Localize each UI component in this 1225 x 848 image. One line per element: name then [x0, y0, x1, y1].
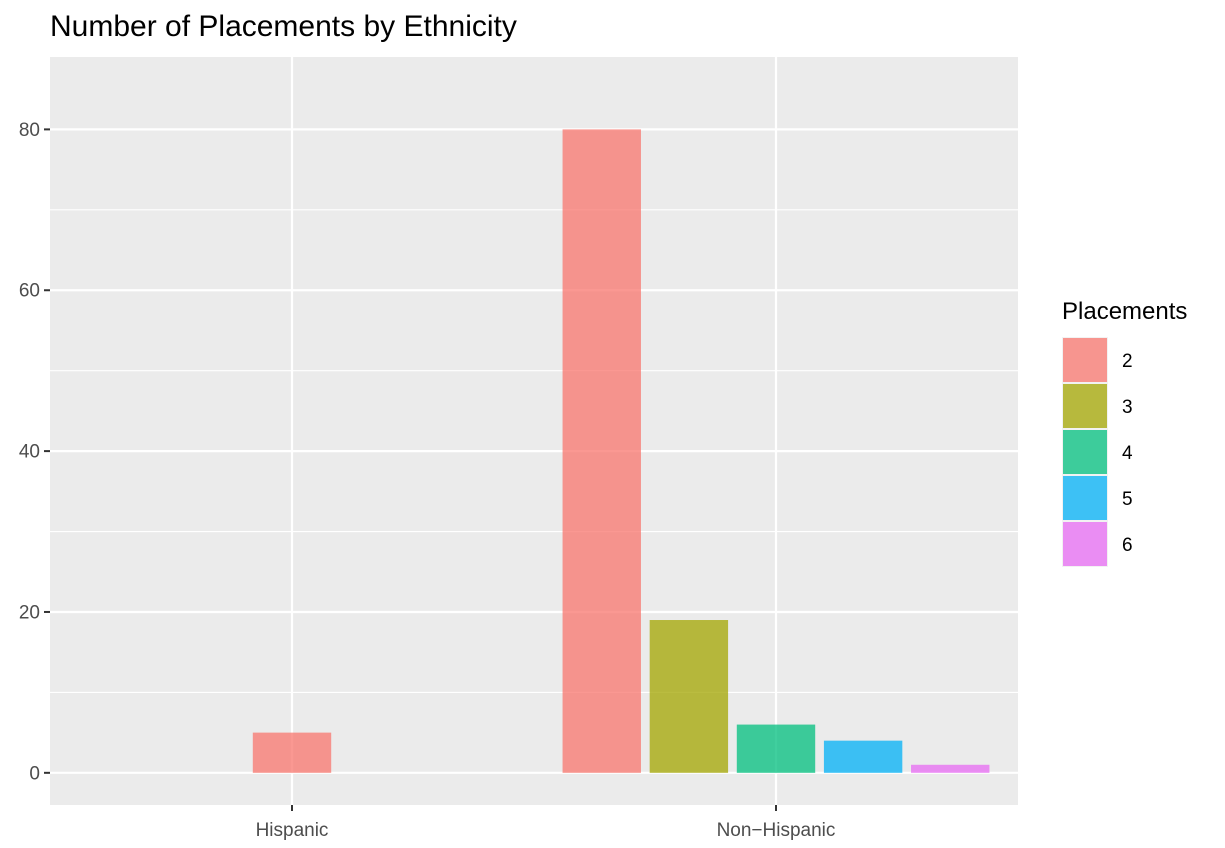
bars [252, 129, 990, 773]
x-tick-label: Hispanic [256, 820, 329, 841]
bar-6-non-hispanic [911, 764, 990, 773]
legend-label: 2 [1122, 351, 1133, 372]
x-tick-label: Non−Hispanic [717, 820, 836, 841]
y-axis: 0 20 40 60 80 [19, 120, 50, 784]
bar-2-hispanic [252, 732, 332, 773]
legend-swatch-5 [1063, 476, 1107, 520]
legend-label: 6 [1122, 535, 1133, 556]
bar-4-non-hispanic [736, 724, 816, 773]
legend-swatch-2 [1063, 338, 1107, 382]
bar-3-non-hispanic [649, 620, 729, 773]
legend-items: 2 3 4 5 6 [1062, 337, 1133, 567]
chart-title: Number of Placements by Ethnicity [50, 10, 517, 43]
minor-gridlines [50, 209, 1018, 693]
bar-2-non-hispanic [562, 129, 641, 773]
legend-label: 4 [1122, 443, 1133, 464]
legend-title: Placements [1062, 298, 1187, 325]
major-gridlines [50, 57, 1018, 805]
y-tick-label: 40 [19, 442, 40, 463]
plot-panel [50, 57, 1018, 805]
y-tick-label: 60 [19, 281, 40, 302]
y-tick-label: 80 [19, 120, 40, 141]
x-axis: Hispanic Non−Hispanic [256, 805, 836, 841]
legend: Placements 2 3 4 5 6 [1062, 298, 1187, 567]
legend-swatch-4 [1063, 430, 1107, 474]
legend-swatch-3 [1063, 384, 1107, 428]
bar-5-non-hispanic [823, 740, 903, 773]
legend-label: 5 [1122, 489, 1133, 510]
y-tick-label: 20 [19, 602, 40, 623]
y-tick-label: 0 [29, 763, 40, 784]
legend-swatch-6 [1063, 522, 1107, 566]
legend-label: 3 [1122, 397, 1133, 418]
